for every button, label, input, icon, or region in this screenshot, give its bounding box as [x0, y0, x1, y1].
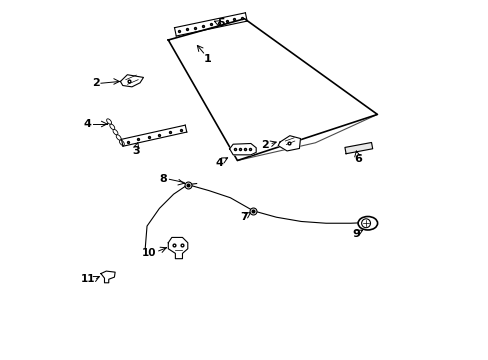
Ellipse shape — [357, 216, 377, 230]
Ellipse shape — [119, 140, 124, 145]
Text: 4: 4 — [84, 119, 92, 129]
Text: 2: 2 — [92, 78, 100, 88]
Text: 3: 3 — [132, 146, 139, 156]
Polygon shape — [168, 238, 187, 259]
Text: 9: 9 — [351, 229, 359, 239]
Polygon shape — [120, 75, 143, 87]
Text: 10: 10 — [142, 248, 157, 258]
Text: 4: 4 — [215, 158, 223, 168]
Ellipse shape — [106, 119, 111, 124]
Ellipse shape — [110, 124, 115, 130]
Polygon shape — [101, 271, 115, 283]
Text: 8: 8 — [160, 174, 167, 184]
Text: 2: 2 — [260, 140, 268, 150]
Text: 1: 1 — [203, 54, 211, 64]
Polygon shape — [344, 143, 372, 154]
Text: 7: 7 — [240, 212, 247, 222]
Ellipse shape — [113, 130, 118, 135]
Polygon shape — [278, 136, 300, 151]
Ellipse shape — [116, 135, 121, 140]
Text: 11: 11 — [81, 274, 96, 284]
Ellipse shape — [361, 219, 370, 228]
Text: 6: 6 — [353, 154, 361, 165]
Text: 5: 5 — [217, 18, 225, 28]
Polygon shape — [229, 144, 256, 155]
